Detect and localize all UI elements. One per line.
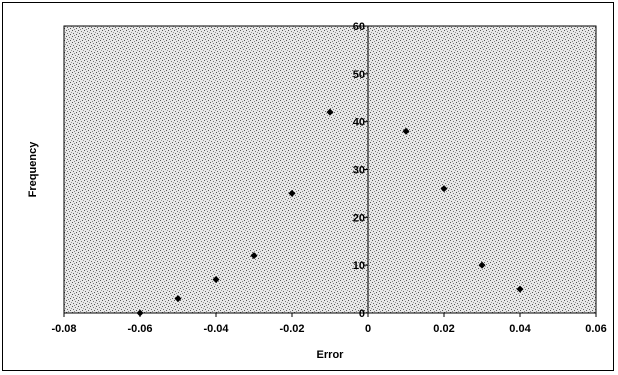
data-point <box>478 261 486 269</box>
y-tick-label: 40 <box>353 117 365 129</box>
x-axis-tick-labels: -0.08 -0.06 -0.04 -0.02 0 0.02 0.04 0.06 <box>51 323 606 335</box>
x-tick-label: -0.02 <box>279 323 304 335</box>
x-axis-title: Error <box>317 349 345 361</box>
data-point <box>136 309 144 317</box>
x-tick-label: 0.04 <box>509 323 531 335</box>
y-tick-label: 0 <box>359 308 365 320</box>
data-point <box>288 189 296 197</box>
y-tick-label: 20 <box>353 212 365 224</box>
y-axis-tick-labels: 0 10 20 30 40 50 60 <box>353 21 365 320</box>
y-tick-label: 60 <box>353 21 365 33</box>
x-tick-label: 0.02 <box>433 323 454 335</box>
x-tick-label: -0.08 <box>51 323 76 335</box>
data-point <box>174 295 182 303</box>
axes <box>63 25 597 317</box>
data-points <box>136 108 524 317</box>
data-point <box>250 252 258 260</box>
y-tick-label: 50 <box>353 69 365 81</box>
x-tick-label: 0 <box>365 323 371 335</box>
data-point <box>440 185 448 193</box>
data-point <box>402 127 410 135</box>
y-tick-label: 30 <box>353 165 365 177</box>
y-axis-title: Frequency <box>27 141 39 198</box>
data-point <box>516 285 524 293</box>
y-tick-label: 10 <box>353 260 365 272</box>
x-tick-label: -0.06 <box>127 323 152 335</box>
data-point <box>326 108 334 116</box>
x-tick-label: -0.04 <box>203 323 229 335</box>
plot-area <box>63 25 597 314</box>
x-tick-label: 0.06 <box>585 323 606 335</box>
data-point <box>212 276 220 284</box>
